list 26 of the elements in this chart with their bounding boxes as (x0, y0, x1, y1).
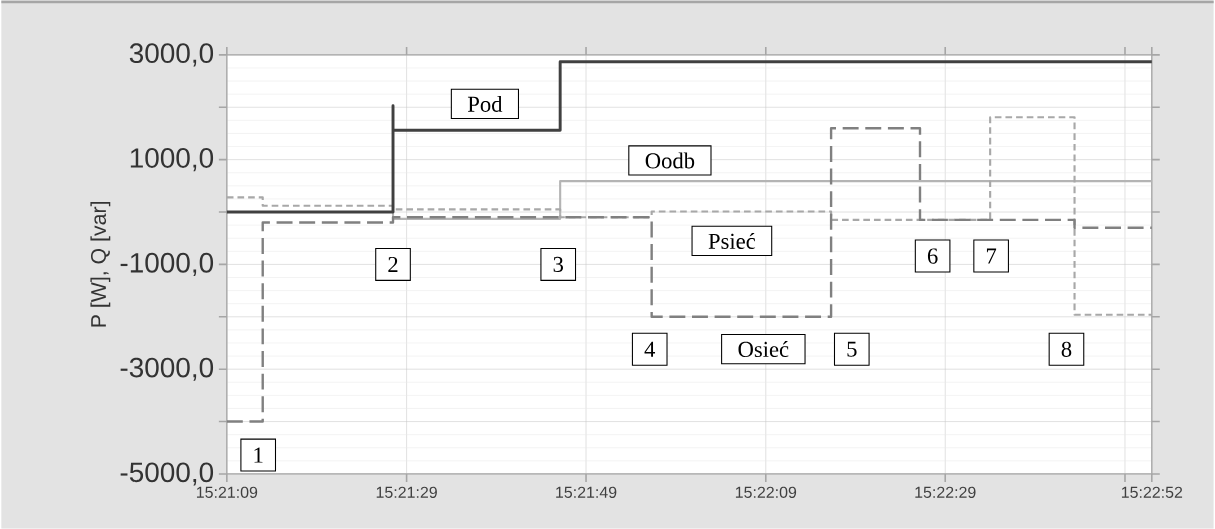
series-label: Oodb (645, 152, 695, 169)
y-tick-label: 1000,0 (130, 148, 214, 172)
annotation: 4 (644, 341, 656, 357)
annotation: 2 (388, 257, 398, 272)
x-tick-label: 15:22:09 (735, 486, 797, 498)
line-series (225, 127, 1154, 423)
y-tick-label: -1000,0 (120, 252, 214, 277)
annotation: 1 (254, 447, 263, 463)
y-tick-label: -5000,0 (120, 462, 214, 486)
line-series (225, 60, 1154, 214)
y-tick-label: 3000,0 (129, 43, 214, 67)
annotation: 5 (847, 341, 857, 357)
x-tick-label: 15:22:29 (915, 486, 976, 498)
x-tick-label: 15:21:49 (556, 486, 617, 498)
x-tick-label: 15:21:29 (376, 486, 437, 498)
y-tick-label: -3000,0 (120, 357, 214, 381)
annotation: 8 (1061, 341, 1072, 357)
x-tick-label: 15:22:52 (1121, 486, 1183, 498)
annotation: 6 (927, 248, 938, 264)
x-tick-label: 15:21:09 (196, 486, 258, 498)
annotation: 3 (553, 256, 563, 273)
y-axis-title: P [W], Q [var] (90, 202, 111, 327)
series-label: Osieć (738, 341, 789, 358)
annotation: 7 (986, 248, 997, 264)
series-label: Psieć (708, 233, 756, 250)
series-label: Pod (467, 96, 503, 112)
